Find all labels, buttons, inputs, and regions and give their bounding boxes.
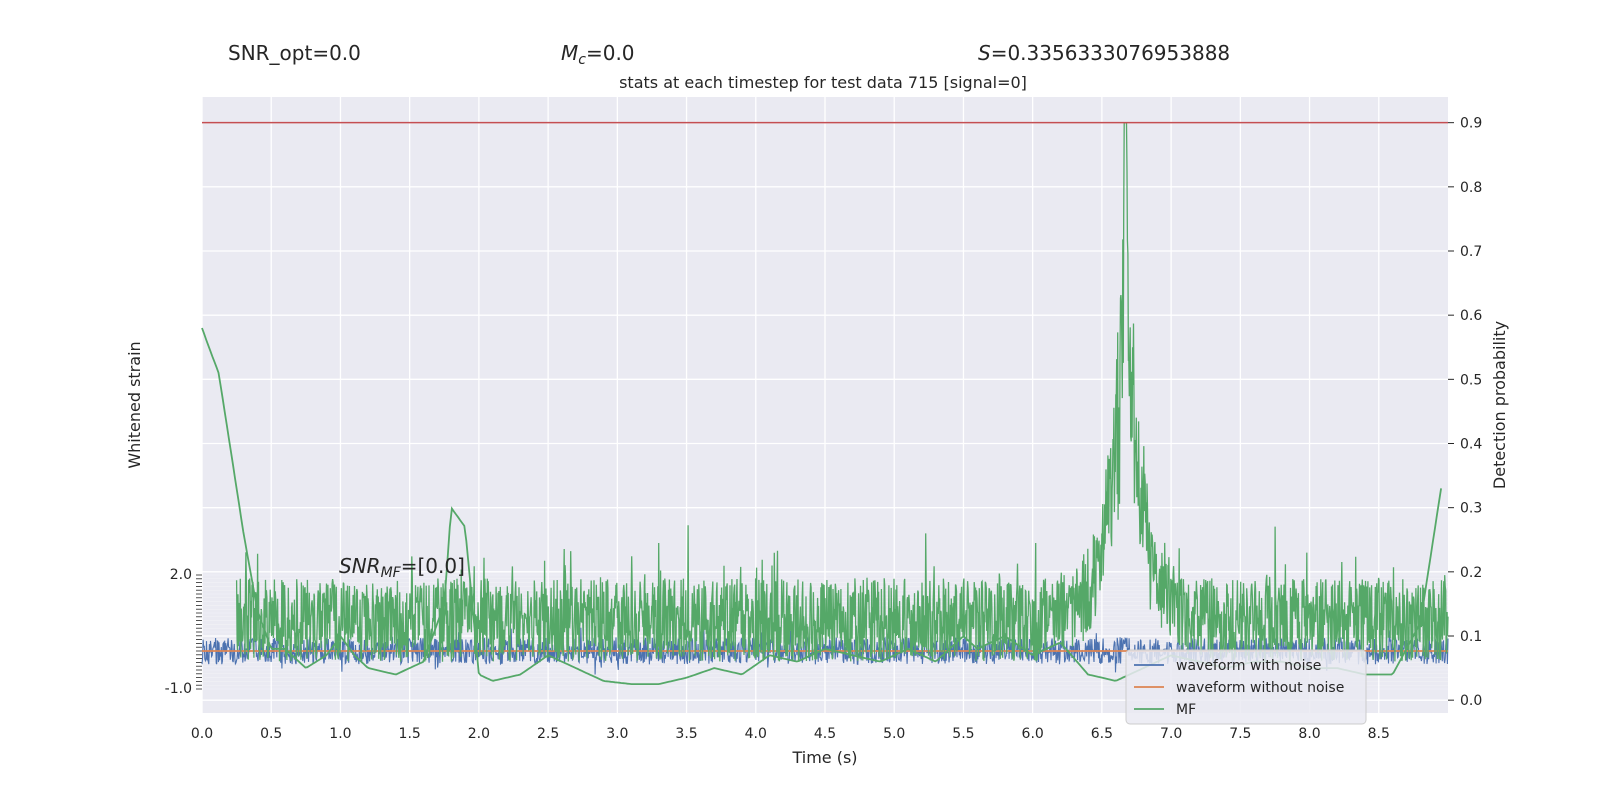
chart-title: stats at each timestep for test data 715… [619, 73, 1027, 92]
right-tick-label: 0.1 [1460, 629, 1482, 645]
right-tick-label: 0.9 [1460, 116, 1482, 132]
right-tick-label: 0.7 [1460, 244, 1482, 260]
right-tick-label: 0.4 [1460, 437, 1482, 453]
x-tick-label: 2.0 [468, 726, 490, 742]
x-axis-label: Time (s) [791, 748, 857, 767]
x-tick-label: 8.5 [1368, 726, 1390, 742]
legend-box [1125, 649, 1367, 725]
legend-item-noise: waveform with noise [1176, 658, 1321, 674]
x-tick-label: 6.0 [1022, 726, 1044, 742]
right-axis-ticks: 0.0 0.1 0.2 0.3 0.4 0.5 0.6 0.7 0.8 0.9 [1448, 116, 1482, 709]
right-tick-label: 0.8 [1460, 180, 1482, 196]
legend: waveform with noise waveform without noi… [1125, 649, 1367, 725]
waveform-with-noise-path [201, 626, 1449, 675]
mc-sub: c [578, 52, 586, 68]
right-tick-label: 0.3 [1460, 501, 1482, 517]
right-axis-label: Detection probability [1490, 321, 1509, 489]
x-tick-label: 1.5 [399, 726, 421, 742]
x-tick-label: 0.5 [260, 726, 282, 742]
x-tick-label: 0.0 [191, 726, 213, 742]
x-tick-label: 7.5 [1229, 726, 1251, 742]
mc-symbol: M [561, 41, 578, 65]
s-symbol: S [978, 41, 991, 65]
mc-label: Mc=0.0 [561, 41, 635, 68]
x-tick-label: 2.5 [537, 726, 559, 742]
waveform-with-noise-line [201, 626, 1449, 675]
snr-mf-symbol: SNR [339, 554, 381, 578]
left-axis-label: Whitened strain [125, 341, 144, 468]
right-tick-label: 0.0 [1460, 693, 1482, 709]
x-tick-label: 4.0 [745, 726, 767, 742]
mf-noisy-path [235, 122, 1449, 663]
x-tick-label: 8.0 [1298, 726, 1320, 742]
x-tick-label: 3.5 [675, 726, 697, 742]
x-tick-label: 7.0 [1160, 726, 1182, 742]
legend-item-clean: waveform without noise [1176, 680, 1344, 696]
x-tick-label: 1.0 [329, 726, 351, 742]
snr-mf-value: =[0.0] [401, 554, 465, 578]
left-tick-label-bottom: -1.0 [165, 681, 192, 697]
snr-opt-label: SNR_opt=0.0 [228, 41, 361, 65]
right-tick-label: 0.5 [1460, 372, 1482, 388]
x-tick-label: 3.0 [606, 726, 628, 742]
left-tick-label-top: 2.0 [170, 567, 192, 583]
legend-item-mf: MF [1176, 702, 1196, 718]
x-tick-label: 5.5 [952, 726, 974, 742]
right-tick-label: 0.2 [1460, 565, 1482, 581]
x-axis-ticks: 0.0 0.5 1.0 1.5 2.0 2.5 3.0 3.5 4.0 4.5 5.0 5.5 6.0 6… [191, 726, 1390, 742]
left-axis-ticks: 2.0 -1.0 [165, 567, 202, 697]
s-value: =0.3356333076953888 [991, 41, 1230, 65]
x-tick-label: 5.0 [883, 726, 905, 742]
s-label: S=0.3356333076953888 [978, 41, 1230, 65]
snr-mf-label: SNRMF=[0.0] [339, 554, 465, 581]
x-tick-label: 4.5 [814, 726, 836, 742]
mc-value: =0.0 [586, 41, 635, 65]
x-tick-label: 6.5 [1091, 726, 1113, 742]
right-tick-label: 0.6 [1460, 308, 1482, 324]
snr-mf-sub: MF [381, 565, 402, 581]
